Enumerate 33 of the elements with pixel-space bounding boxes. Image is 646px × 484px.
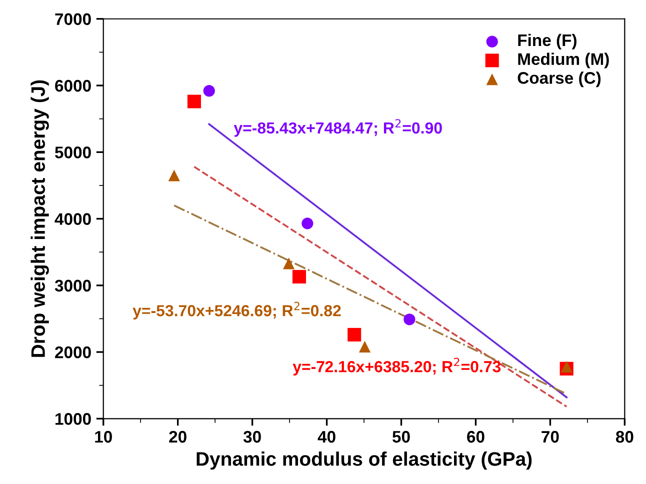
point [292, 270, 306, 284]
point [168, 170, 180, 182]
annotation: y=-72.16x+6385.20; R$^{2}$=0.73 [292, 358, 501, 376]
point [404, 314, 416, 326]
y-tick-label: 1000 [56, 413, 91, 425]
point [348, 328, 362, 342]
point [358, 340, 371, 353]
x-tick-label: 70 [542, 430, 559, 443]
y-tick-label: 2000 [55, 346, 91, 358]
annotation: y=-85.43x+7484.47; R$^{2}$=0.90 [234, 119, 442, 137]
x-tick-label: 30 [243, 430, 261, 443]
x-tick-label: 80 [616, 430, 634, 443]
point [560, 360, 572, 372]
x-tick-label: 60 [467, 430, 484, 443]
y-tick-label: 5000 [54, 146, 91, 158]
x-axis-title: Dynamic modulus of elasticity (GPa) [196, 452, 532, 470]
x-tick-label: 10 [95, 430, 112, 443]
point [282, 258, 295, 270]
x-tick-label: 20 [169, 430, 186, 443]
legend-label: Fine (F) [518, 34, 576, 50]
legend-label: Medium (M) [518, 52, 609, 68]
annotation: y=-53.70x+5246.69; R$^{2}$=0.82 [132, 302, 341, 320]
y-axis-title: Drop weight impact energy (J) [30, 80, 49, 357]
x-tick-label: 50 [392, 430, 410, 443]
point [187, 94, 201, 108]
y-tick-label: 4000 [54, 213, 91, 225]
y-tick-label: 7000 [55, 13, 91, 26]
legend-label: Coarse (C) [518, 72, 601, 88]
point [302, 218, 314, 230]
y-tick-label: 3000 [54, 280, 91, 292]
x-tick-label: 40 [318, 430, 336, 443]
y-tick-label: 6000 [55, 80, 91, 92]
point [203, 85, 215, 97]
